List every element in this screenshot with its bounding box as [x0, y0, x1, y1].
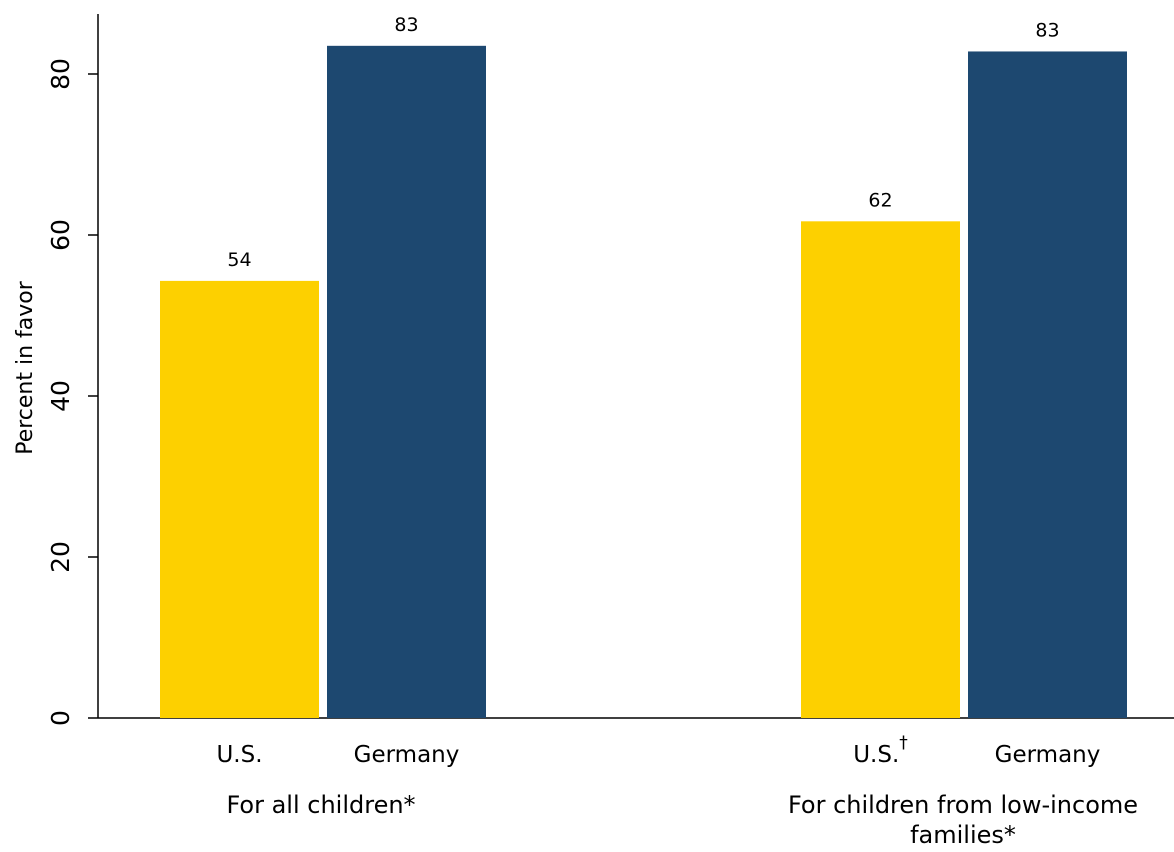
- bar-value-label: 83: [394, 14, 418, 36]
- y-tick-label: 40: [46, 380, 75, 412]
- group-label: For children from low-income: [788, 791, 1138, 819]
- y-tick-label: 20: [46, 541, 75, 573]
- x-tick-label-text: Germany: [995, 742, 1101, 768]
- y-axis-title: Percent in favor: [13, 280, 38, 455]
- y-tick-label: 60: [46, 219, 75, 251]
- bar-value-label: 83: [1035, 19, 1059, 41]
- x-tick-label-text: Germany: [354, 742, 460, 768]
- x-tick-label: U.S.: [216, 742, 262, 768]
- x-tick-label: Germany: [354, 742, 460, 768]
- x-tick-label: U.S.†: [853, 733, 908, 768]
- bar: [160, 280, 319, 718]
- y-tick-label: 0: [46, 710, 75, 726]
- x-tick-label-text: U.S.: [853, 742, 899, 768]
- bar: [327, 45, 486, 718]
- bar: [801, 221, 960, 718]
- group-label: families*: [910, 821, 1016, 849]
- x-tick-label: Germany: [995, 742, 1101, 768]
- bar-value-label: 62: [868, 189, 892, 211]
- bar-value-label: 54: [227, 249, 251, 271]
- x-tick-label-text: U.S.: [216, 742, 262, 768]
- x-tick-label-marker: †: [899, 733, 908, 753]
- group-label: For all children*: [226, 791, 415, 819]
- bar: [968, 51, 1127, 718]
- y-tick-label: 80: [46, 58, 75, 90]
